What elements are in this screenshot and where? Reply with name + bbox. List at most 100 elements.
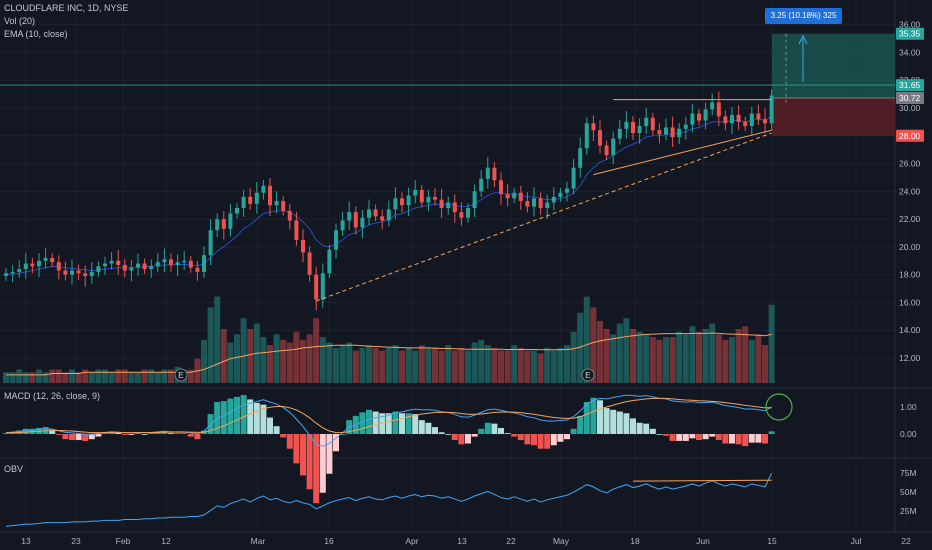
volume-bar xyxy=(379,350,386,383)
macd-histogram-bar xyxy=(69,434,75,441)
price-tick-label: 36.00 xyxy=(899,20,921,30)
macd-histogram-bar xyxy=(267,417,273,434)
candle-body xyxy=(367,209,371,218)
obv-resistance-line xyxy=(632,479,772,482)
price-tag xyxy=(896,129,924,142)
candle-body xyxy=(644,117,649,127)
obv-indicator-label[interactable]: OBV xyxy=(4,464,24,474)
macd-histogram-bar xyxy=(616,411,623,434)
candle-body xyxy=(103,263,107,267)
candle xyxy=(703,102,708,130)
chart-grid xyxy=(0,0,932,533)
candle xyxy=(518,185,523,210)
volume-bar xyxy=(319,337,326,383)
macd-histogram-bar xyxy=(663,434,669,436)
macd-histogram-bar xyxy=(524,434,531,445)
volume-indicator-label[interactable]: Vol (20) xyxy=(4,16,36,26)
x-tick-label: 16 xyxy=(324,536,334,546)
macd-histogram-bar xyxy=(715,434,722,441)
candle xyxy=(393,187,398,220)
volume-bar xyxy=(62,372,69,383)
candle xyxy=(4,268,8,281)
candle xyxy=(716,91,721,127)
candle-body xyxy=(637,126,642,133)
macd-histogram-bar xyxy=(273,426,280,434)
macd-histogram-bar xyxy=(102,433,108,434)
candle xyxy=(307,246,312,282)
candle-body xyxy=(386,209,391,221)
volume-bar xyxy=(333,347,339,383)
x-tick-label: Jun xyxy=(696,536,710,546)
volume-bar xyxy=(161,369,168,383)
macd-histogram-bar xyxy=(577,415,584,434)
candle xyxy=(710,93,715,116)
macd-histogram-bar xyxy=(762,434,768,444)
candle-body xyxy=(17,269,22,272)
macd-histogram-bar xyxy=(313,434,320,504)
candle-body xyxy=(400,198,404,206)
volume-bar xyxy=(432,347,438,383)
volume-bar xyxy=(643,334,650,383)
candle-body xyxy=(604,145,609,156)
macd-histogram-bar xyxy=(504,433,511,434)
symbol-title[interactable]: CLOUDFLARE INC, 1D, NYSE xyxy=(4,3,129,13)
candle-body xyxy=(439,199,444,208)
macd-histogram-bar xyxy=(234,396,240,434)
volume-bar xyxy=(168,369,174,383)
macd-indicator-label[interactable]: MACD (12, 26, close, 9) xyxy=(4,391,101,401)
macd-histogram-bar xyxy=(168,433,174,434)
candle-body xyxy=(89,271,94,277)
volume-bar xyxy=(491,347,498,383)
macd-histogram-bar xyxy=(220,401,227,434)
volume-bar xyxy=(405,347,412,383)
measure-tooltip[interactable]: 3.25 (10.18%) 325 xyxy=(765,8,842,24)
candle xyxy=(241,190,246,217)
candle xyxy=(558,187,563,202)
macd-histogram-bar xyxy=(557,434,564,442)
macd-histogram-bar xyxy=(306,434,313,490)
macd-histogram-bar xyxy=(478,428,485,434)
candle xyxy=(188,255,193,273)
macd-histogram-bar xyxy=(696,434,702,441)
candle xyxy=(551,187,556,211)
macd-histogram-bar xyxy=(755,434,762,443)
candle-body xyxy=(228,213,233,229)
candle xyxy=(426,190,431,212)
macd-histogram-bar xyxy=(768,431,775,434)
candle xyxy=(17,260,22,278)
candle-body xyxy=(56,262,61,271)
volume-bar xyxy=(583,296,590,383)
x-tick-label: Jul xyxy=(851,536,862,546)
macd-histogram-bar xyxy=(689,434,696,439)
candle xyxy=(50,253,55,268)
price-tag xyxy=(896,92,924,104)
volume-bar xyxy=(418,345,425,383)
x-tick-label: 13 xyxy=(457,536,467,546)
candle xyxy=(452,194,457,223)
volume-bar xyxy=(616,323,623,383)
candle-body xyxy=(492,167,497,181)
candle xyxy=(690,103,695,133)
candle xyxy=(149,259,154,278)
ema-indicator-label[interactable]: EMA (10, close) xyxy=(4,29,68,39)
macd-histogram-bar xyxy=(537,434,544,449)
obv-pane xyxy=(5,472,773,527)
volume-bar xyxy=(517,347,524,383)
candle xyxy=(83,265,88,287)
price-tick-label: 26.00 xyxy=(899,159,921,169)
macd-histogram-bar xyxy=(669,434,676,441)
macd-histogram-bar xyxy=(709,434,716,437)
volume-bar xyxy=(689,326,696,383)
macd-histogram-bar xyxy=(49,429,56,434)
volume-bar xyxy=(550,350,557,383)
macd-histogram-bar xyxy=(702,434,709,440)
candle xyxy=(63,261,68,281)
macd-histogram-bar xyxy=(55,434,62,435)
target-zone xyxy=(772,33,895,98)
candle xyxy=(208,219,213,266)
volume-bar xyxy=(511,345,518,383)
candle xyxy=(340,211,345,237)
macd-histogram-bar xyxy=(735,434,742,445)
volume-bar xyxy=(682,334,689,383)
